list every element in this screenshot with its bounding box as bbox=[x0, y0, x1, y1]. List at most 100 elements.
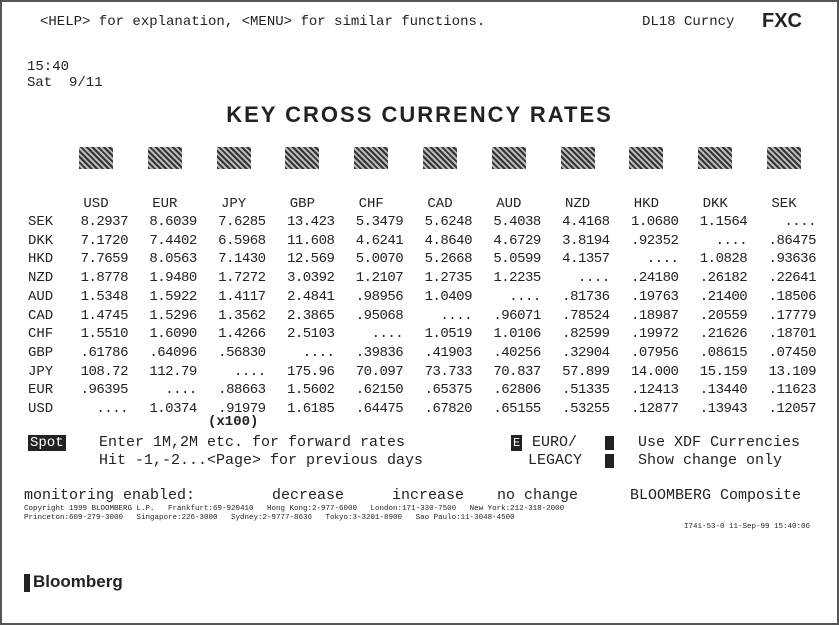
row-label: GBP bbox=[28, 344, 54, 361]
xdf-toggle[interactable] bbox=[605, 436, 614, 450]
rate-cell: 2.5103 bbox=[286, 326, 335, 343]
row-label: DKK bbox=[28, 232, 54, 249]
flag-icon bbox=[285, 147, 320, 169]
rate-cell: .62150 bbox=[355, 382, 404, 399]
column-header: EUR bbox=[152, 196, 178, 212]
rate-cell: 5.0070 bbox=[355, 251, 404, 268]
rate-cell: 1.5296 bbox=[149, 307, 197, 324]
rate-cell: .26182 bbox=[699, 270, 748, 287]
rate-cell: 1.6185 bbox=[286, 401, 335, 417]
rate-cell: 11.608 bbox=[286, 232, 335, 249]
copyright-line: I741-53-0 11-Sep-99 15:40:06 bbox=[684, 523, 811, 531]
logo: Bloomberg bbox=[33, 572, 123, 591]
rate-cell: 7.6285 bbox=[218, 214, 266, 230]
rate-cell: .39836 bbox=[355, 344, 404, 361]
euro-key[interactable]: E bbox=[511, 435, 523, 451]
flag-icon bbox=[354, 147, 389, 169]
rate-cell: 8.6039 bbox=[149, 214, 197, 230]
rate-cell: 1.4745 bbox=[80, 307, 129, 324]
rate-cell: .56830 bbox=[218, 344, 266, 361]
logo-bar bbox=[24, 574, 30, 592]
rate-cell: .... bbox=[577, 270, 610, 287]
rate-cell: .91979 bbox=[218, 401, 266, 417]
flag-icon bbox=[698, 147, 733, 169]
rate-cell: .... bbox=[509, 288, 541, 305]
rate-cell: 4.4168 bbox=[562, 214, 610, 230]
page-title: KEY CROSS CURRENCY RATES bbox=[226, 102, 613, 127]
rate-cell: 8.0563 bbox=[149, 251, 197, 268]
rate-cell: 1.0519 bbox=[424, 326, 473, 343]
rate-cell: 3.8194 bbox=[562, 232, 610, 249]
rate-cell: .53255 bbox=[562, 401, 610, 417]
jpy-note: (x100) bbox=[208, 414, 259, 430]
rate-cell: .12413 bbox=[630, 382, 679, 399]
legacy-label: LEGACY bbox=[528, 452, 583, 469]
rate-cell: .13943 bbox=[699, 401, 748, 417]
rate-cell: 1.2107 bbox=[355, 270, 404, 287]
rate-cell: 1.5348 bbox=[80, 288, 129, 305]
flag-icon bbox=[147, 147, 182, 169]
rate-cell: 1.8778 bbox=[80, 270, 129, 287]
rate-cell: .... bbox=[233, 363, 266, 380]
row-label: AUD bbox=[28, 288, 54, 305]
column-header: HKD bbox=[633, 196, 659, 212]
rate-cell: 7.7659 bbox=[80, 251, 129, 268]
rate-cell: .40256 bbox=[493, 344, 541, 361]
rate-cell: 4.8640 bbox=[424, 232, 473, 249]
rate-cell: 5.6248 bbox=[424, 214, 473, 230]
rate-cell: .95068 bbox=[355, 307, 404, 324]
row-label: HKD bbox=[28, 251, 54, 268]
rate-cell: 4.6729 bbox=[493, 232, 541, 249]
rate-cell: 1.0374 bbox=[149, 401, 197, 417]
copyright-line: Copyright 1999 BLOOMBERG L.P. Frankfurt:… bbox=[24, 505, 565, 513]
rate-cell: 8.2937 bbox=[80, 214, 129, 230]
rate-cell: .64096 bbox=[149, 344, 197, 361]
rate-cell: .22641 bbox=[768, 270, 817, 287]
change-toggle[interactable] bbox=[605, 454, 614, 468]
xdf-option: Use XDF Currencies bbox=[638, 434, 801, 451]
flag-icon bbox=[216, 147, 251, 169]
rate-cell: .... bbox=[302, 344, 335, 361]
rate-cell: .18506 bbox=[768, 288, 817, 305]
flag-icon bbox=[79, 147, 113, 169]
rate-cell: 5.0599 bbox=[493, 251, 541, 268]
rate-cell: .07450 bbox=[768, 344, 817, 361]
increase-label: increase bbox=[392, 487, 465, 504]
rate-cell: 1.9480 bbox=[149, 270, 197, 287]
rate-cell: .21400 bbox=[699, 288, 748, 305]
rate-cell: .96395 bbox=[80, 382, 129, 399]
rate-cell: .64475 bbox=[355, 401, 404, 417]
rate-cell: 15.159 bbox=[699, 363, 748, 380]
rate-cell: 7.1430 bbox=[218, 251, 266, 268]
column-header: JPY bbox=[220, 196, 247, 212]
rate-cell: .65155 bbox=[493, 401, 541, 417]
rate-cell: 1.0680 bbox=[630, 214, 679, 230]
help-line: <HELP> for explanation, <MENU> for simil… bbox=[40, 14, 486, 30]
rate-cell: .07956 bbox=[630, 344, 679, 361]
column-header: CHF bbox=[358, 196, 384, 212]
rate-cell: 112.79 bbox=[149, 363, 197, 380]
flag-icon bbox=[629, 147, 664, 169]
decrease-label: decrease bbox=[272, 487, 345, 504]
rate-cell: .12877 bbox=[630, 401, 679, 417]
rate-cell: 3.0392 bbox=[286, 270, 335, 287]
rate-cell: .17779 bbox=[768, 307, 817, 324]
forward-hint: Enter 1M,2M etc. for forward rates bbox=[99, 434, 406, 451]
no-change-label: no change bbox=[497, 487, 579, 504]
rate-cell: .67820 bbox=[424, 401, 473, 417]
rate-cell: 175.96 bbox=[286, 363, 335, 380]
rate-cell: .... bbox=[165, 382, 197, 399]
rate-cell: .... bbox=[784, 214, 816, 230]
ticker: DL18 Curncy bbox=[642, 14, 735, 30]
column-header: GBP bbox=[289, 196, 315, 212]
spot-button[interactable]: Spot bbox=[28, 435, 66, 451]
rate-cell: .21626 bbox=[699, 326, 748, 343]
rate-cell: 1.4117 bbox=[218, 288, 266, 305]
rate-cell: 108.72 bbox=[80, 363, 129, 380]
rate-cell: .19763 bbox=[630, 288, 679, 305]
monitoring-label: monitoring enabled: bbox=[24, 487, 196, 504]
rate-cell: .78524 bbox=[562, 307, 610, 324]
rate-cell: 7.4402 bbox=[149, 232, 197, 249]
rate-cell: 1.0409 bbox=[424, 288, 473, 305]
